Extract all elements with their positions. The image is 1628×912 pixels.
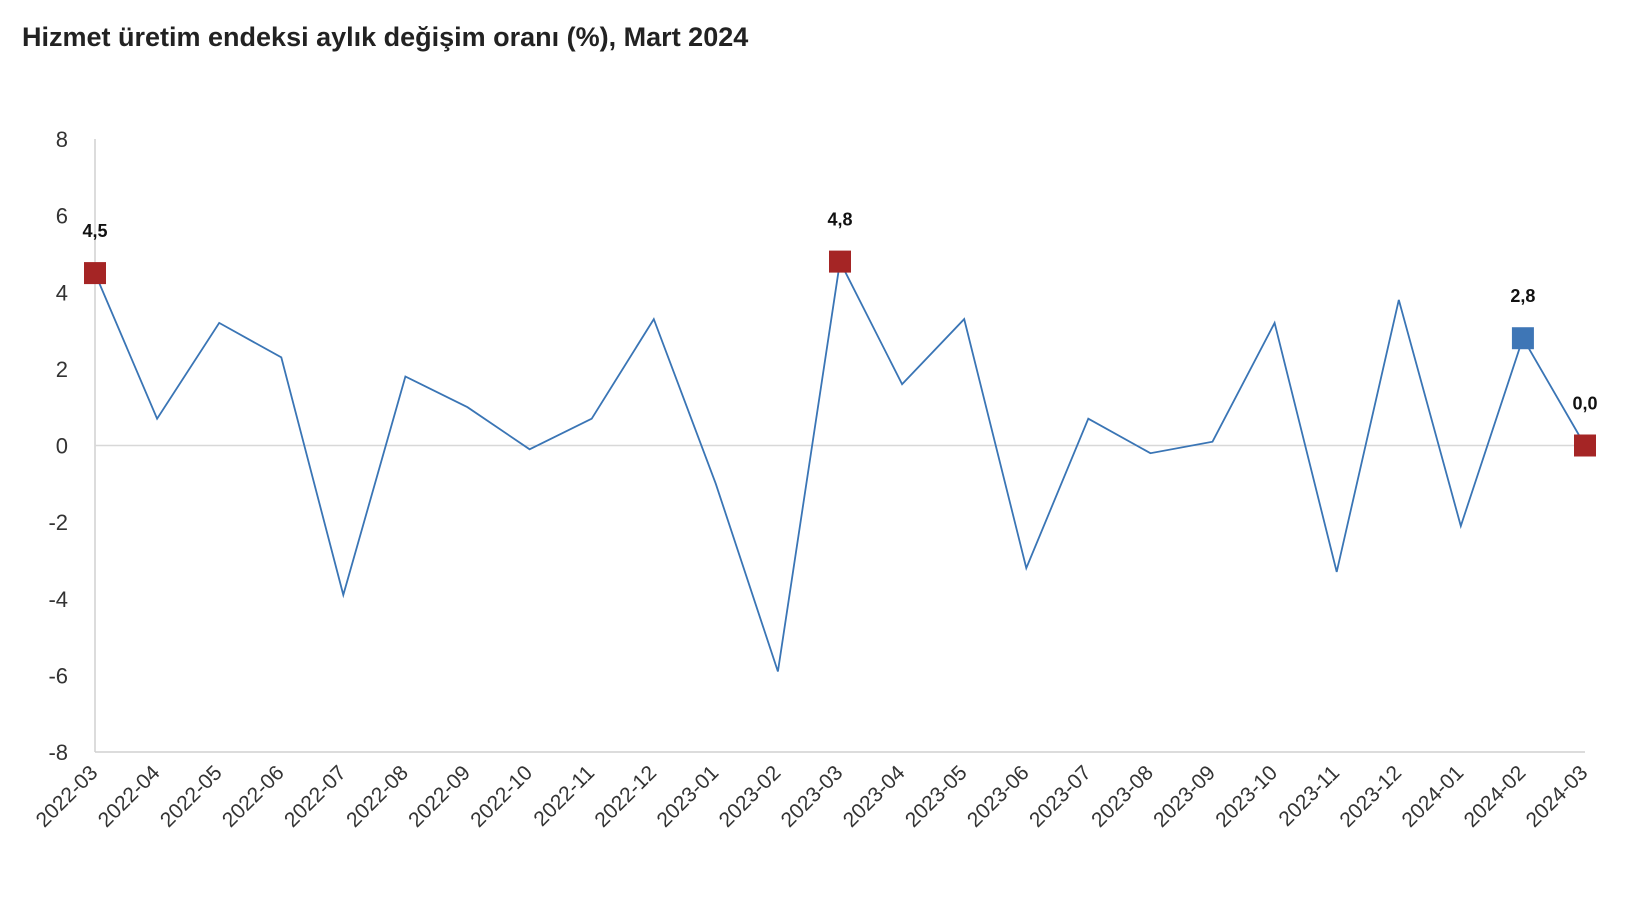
y-tick-label: 6 [56,204,68,229]
x-tick-label: 2022-06 [218,761,289,832]
x-tick-label: 2022-10 [466,761,537,832]
x-tick-label: 2023-01 [653,761,724,832]
x-tick-label: 2023-04 [839,761,910,832]
x-tick-label: 2023-06 [963,761,1034,832]
x-tick-label: 2022-09 [404,761,475,832]
x-tick-label: 2023-11 [1274,761,1344,831]
data-label: 4,5 [82,221,107,241]
x-tick-label: 2024-03 [1522,761,1593,832]
x-tick-label: 2022-04 [94,761,165,832]
x-tick-label: 2024-02 [1460,761,1531,832]
data-label: 2,8 [1510,286,1535,306]
y-tick-label: -8 [48,740,68,765]
data-label: 0,0 [1572,394,1597,414]
y-tick-label: -6 [48,663,68,688]
y-tick-label: 0 [56,434,68,459]
x-tick-label: 2023-09 [1149,761,1220,832]
x-tick-label: 2022-05 [156,761,227,832]
highlight-marker [1511,327,1534,350]
y-tick-label: 2 [56,357,68,382]
x-tick-label: 2024-01 [1398,761,1469,832]
x-tick-label: 2022-11 [529,761,599,831]
x-tick-label: 2022-08 [342,761,413,832]
x-tick-label: 2022-12 [590,761,661,832]
x-tick-label: 2023-03 [777,761,848,832]
chart-title: Hizmet üretim endeksi aylık değişim oran… [22,22,749,52]
x-tick-label: 2023-10 [1211,761,1282,832]
x-tick-label: 2022-03 [32,761,103,832]
highlight-marker [1574,434,1596,457]
x-tick-label: 2023-08 [1087,761,1158,832]
y-tick-label: 4 [56,280,68,305]
data-label: 4,8 [827,210,852,230]
x-tick-label: 2022-07 [280,761,351,832]
y-tick-label: -2 [48,510,68,535]
x-tick-label: 2023-12 [1335,761,1406,832]
x-tick-label: 2023-02 [715,761,786,832]
highlight-marker [84,262,106,285]
y-tick-label: 8 [56,127,68,152]
series-line [94,258,1586,672]
x-tick-label: 2023-05 [901,761,972,832]
y-tick-label: -4 [48,587,68,612]
highlight-marker [829,250,851,273]
x-tick-label: 2023-07 [1025,761,1096,832]
